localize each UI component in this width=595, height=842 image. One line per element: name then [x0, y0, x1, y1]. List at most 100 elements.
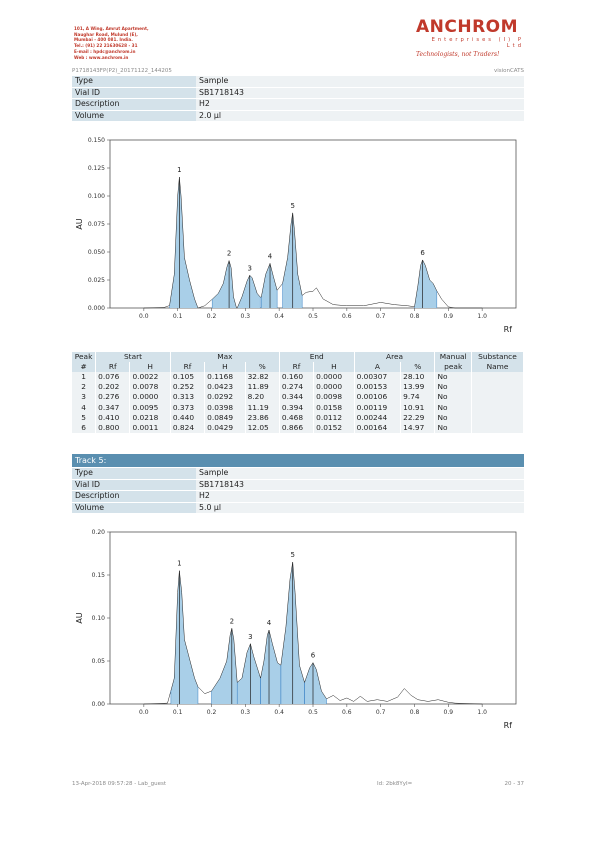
table-cell: 0.824	[170, 422, 206, 434]
table-row: 3 0.276 0.0000 0.313 0.0292 8.20 0.344 0.0098 0.…	[72, 392, 525, 403]
peak-label: 1	[177, 560, 181, 568]
table-cell: 0.00307	[354, 372, 402, 383]
table-cell: 1	[72, 372, 97, 383]
x-tick-label: 0.5	[308, 709, 318, 716]
table-cell	[471, 382, 525, 393]
table-cell: 0.00119	[354, 402, 402, 413]
peak-label: 2	[227, 250, 231, 258]
peak-label: 4	[268, 252, 273, 260]
address-line: Naughar Road, Mulund (E),	[74, 31, 138, 37]
sub-col-header: %	[400, 362, 436, 372]
track5-title: Track 5:	[72, 454, 524, 467]
table-row: 1 0.076 0.0022 0.105 0.1168 32.82 0.160 0.0000 0…	[72, 372, 525, 383]
info-key: Description	[72, 98, 196, 111]
x-axis-label: Rf	[504, 721, 513, 730]
table-row: 2 0.202 0.0078 0.252 0.0423 11.89 0.274 0.0000 0…	[72, 382, 525, 393]
info-key: Vial ID	[72, 87, 196, 99]
table-cell: 0.394	[279, 402, 315, 413]
file-id: P1718143FP(P2)_20171122_144205	[72, 68, 172, 74]
info-value: SB1718143	[196, 479, 524, 491]
info-row: Volume 5.0 µl	[72, 502, 524, 514]
table-cell: 12.05	[245, 422, 280, 434]
peak-table-sub-header: # Rf H Rf H% Rf H A% peak Name	[72, 362, 525, 372]
table-cell: 0.0022	[129, 372, 171, 383]
col-header: Manual	[434, 352, 472, 362]
footer-id: Id: 2bk8YyI=	[377, 781, 413, 787]
peak-table-group-header: Peak Start Max End Area Manual Substance	[72, 352, 525, 362]
densitogram-trace	[143, 177, 483, 309]
table-row: 5 0.410 0.0218 0.440 0.0849 23.86 0.468 0.0112 0…	[72, 412, 525, 423]
table-cell: 0.00106	[354, 392, 402, 403]
footer-date: 13-Apr-2018 09:57:28 - Lab_guest	[72, 781, 166, 787]
peak-label: 5	[290, 551, 294, 559]
table-cell	[471, 402, 525, 413]
x-tick-label: 0.2	[207, 709, 217, 716]
address-line: E-mail : hpdc@anchrom.in	[74, 48, 136, 54]
x-tick-label: 0.6	[342, 709, 352, 716]
table-cell: 0.202	[95, 382, 131, 393]
info-value: Sample	[196, 468, 524, 480]
table-cell	[471, 412, 525, 423]
peak-label: 6	[311, 652, 316, 660]
track4-info-table: Type Sample Vial ID SB1718143 Description H…	[72, 76, 524, 122]
table-cell: 0.0000	[129, 392, 171, 403]
peak-table: Peak Start Max End Area Manual Substance…	[72, 352, 525, 434]
x-tick-label: 0.8	[410, 313, 420, 320]
table-cell: 0.800	[95, 422, 131, 434]
table-cell: 23.86	[245, 412, 280, 423]
peak-label: 2	[230, 617, 234, 625]
table-cell: 0.0112	[313, 412, 355, 423]
y-tick-label: 0.20	[92, 529, 106, 536]
table-cell: 32.82	[245, 372, 280, 383]
y-tick-label: 0.100	[88, 193, 105, 200]
table-cell: No	[434, 412, 472, 423]
table-cell: 8.20	[245, 392, 280, 403]
table-row: 6 0.800 0.0011 0.824 0.0429 12.05 0.866 0.0152 0…	[72, 422, 525, 434]
table-cell: 0.440	[170, 412, 206, 423]
info-value: H2	[196, 98, 524, 111]
densitogram-chart-track5: 0.00 0.05 0.10 0.15 0.20 0.0 0.1 0.2 0.3 0.4 0.5 0.…	[75, 529, 517, 730]
table-cell: 28.10	[400, 372, 436, 383]
y-tick-label: 0.15	[92, 572, 106, 579]
table-cell: No	[434, 402, 472, 413]
table-cell: 10.91	[400, 402, 436, 413]
x-tick-label: 0.4	[274, 709, 284, 716]
plot-frame	[109, 139, 517, 309]
x-tick-label: 0.9	[444, 709, 454, 716]
table-cell: 0.00244	[354, 412, 402, 423]
peak-label: 5	[290, 202, 294, 210]
table-cell: 0.373	[170, 402, 206, 413]
logo-sub: Enterprises (I) P Ltd	[431, 37, 524, 49]
table-cell: 0.0000	[313, 382, 355, 393]
x-tick-label: 0.3	[241, 313, 251, 320]
table-cell: 0.468	[279, 412, 315, 423]
y-axis-label: AU	[75, 612, 84, 623]
y-axis-label: AU	[75, 218, 84, 229]
x-tick-label: 0.7	[376, 313, 386, 320]
peak-area	[414, 260, 437, 308]
table-cell: 0.0011	[129, 422, 171, 434]
info-row: Vial ID SB1718143	[72, 479, 524, 491]
x-tick-label: 0.6	[342, 313, 352, 320]
table-cell: 0.274	[279, 382, 315, 393]
table-cell: 6	[72, 422, 97, 434]
y-tick-label: 0.075	[88, 221, 105, 228]
table-cell: 0.0098	[313, 392, 355, 403]
sub-col-header: A	[354, 362, 402, 372]
info-row: Description H2	[72, 490, 524, 503]
x-tick-label: 0.5	[308, 313, 318, 320]
sub-col-header: %	[245, 362, 280, 372]
table-cell: 13.99	[400, 382, 436, 393]
table-cell	[471, 422, 525, 434]
table-cell: 0.0423	[204, 382, 246, 393]
peak-area	[304, 663, 327, 704]
table-cell: 0.0095	[129, 402, 171, 413]
address-line: Mumbai - 400 081. India.	[74, 37, 133, 43]
x-tick-label: 0.1	[173, 709, 183, 716]
col-header: Area	[354, 352, 436, 362]
table-cell: 0.00153	[354, 382, 402, 393]
info-value: 2.0 µl	[196, 110, 524, 122]
col-header: End	[279, 352, 355, 362]
x-tick-label: 0.3	[241, 709, 251, 716]
